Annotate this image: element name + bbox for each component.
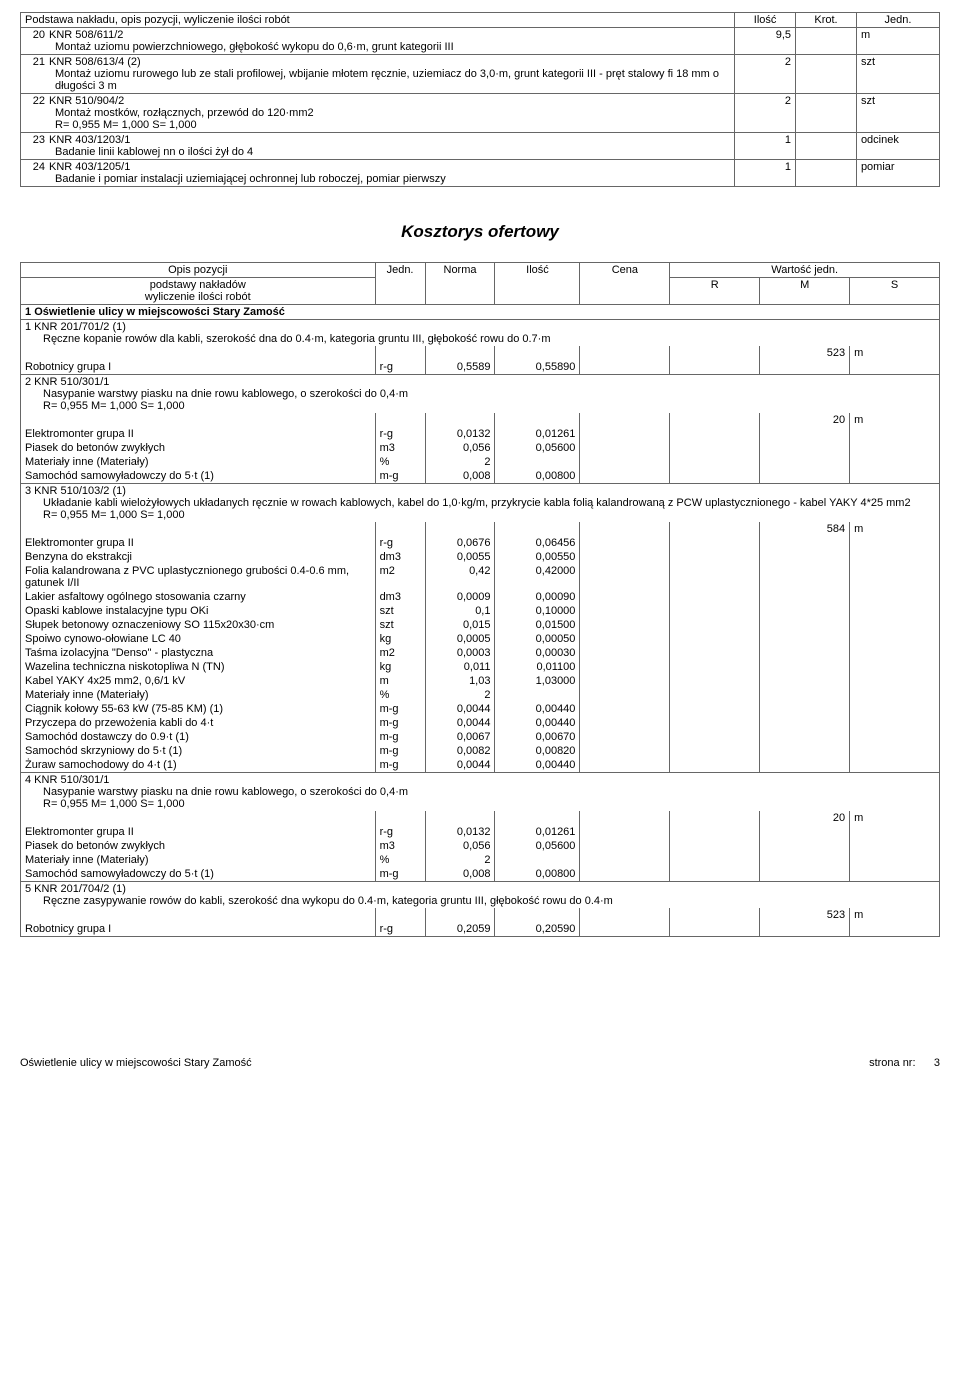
- table2-row: 4 KNR 510/301/1Nasypanie warstwy piasku …: [21, 773, 940, 812]
- footer-right: strona nr: 3: [869, 1057, 940, 1069]
- table2-total-row: 20m: [21, 811, 940, 825]
- t2-h-opis1: Opis pozycji: [21, 263, 376, 278]
- table2-item-row: Ciągnik kołowy 55-63 kW (75-85 KM) (1)m-…: [21, 702, 940, 716]
- t2-h-r: R: [670, 278, 760, 305]
- table2-row: 3 KNR 510/103/2 (1)Układanie kabli wielo…: [21, 484, 940, 523]
- table-basis: Podstawa nakładu, opis pozycji, wyliczen…: [20, 12, 940, 187]
- t1-h-unit: Jedn.: [856, 13, 939, 28]
- table2-item-row: Elektromonter grupa IIr-g0,06760,06456: [21, 536, 940, 550]
- table2-item-row: Spoiwo cynowo-ołowiane LC 40kg0,00050,00…: [21, 632, 940, 646]
- table2-item-row: Materiały inne (Materiały)%2: [21, 688, 940, 702]
- table1-row: 24KNR 403/1205/1Badanie i pomiar instala…: [21, 160, 940, 187]
- table2-item-row: Materiały inne (Materiały)%2: [21, 455, 940, 469]
- table2-item-row: Wazelina techniczna niskotopliwa N (TN)k…: [21, 660, 940, 674]
- t2-h-opis23: podstawy nakładów wyliczenie ilości robó…: [21, 278, 376, 305]
- table2-item-row: Elektromonter grupa IIr-g0,01320,01261: [21, 825, 940, 839]
- table2-total-row: 523m: [21, 908, 940, 922]
- t2-h-wart: Wartość jedn.: [670, 263, 940, 278]
- table2-item-row: Samochód samowyładowczy do 5·t (1)m-g0,0…: [21, 469, 940, 484]
- table2-row: 1 KNR 201/701/2 (1)Ręczne kopanie rowów …: [21, 320, 940, 347]
- table2-item-row: Lakier asfaltowy ogólnego stosowania cza…: [21, 590, 940, 604]
- t1-h-desc: Podstawa nakładu, opis pozycji, wyliczen…: [21, 13, 735, 28]
- table2-item-row: Opaski kablowe instalacyjne typu OKiszt0…: [21, 604, 940, 618]
- t2-h-opis3: wyliczenie ilości robót: [145, 291, 251, 303]
- t2-h-cena: Cena: [580, 263, 670, 305]
- footer-right-label: strona nr:: [869, 1057, 915, 1069]
- table2-item-row: Robotnicy grupa Ir-g0,20590,20590: [21, 922, 940, 937]
- t1-h-mult: Krot.: [796, 13, 857, 28]
- table1-row: 23KNR 403/1203/1Badanie linii kablowej n…: [21, 133, 940, 160]
- page-footer: Oświetlenie ulicy w miejscowości Stary Z…: [20, 1057, 940, 1069]
- table2-item-row: Samochód skrzyniowy do 5·t (1)m-g0,00820…: [21, 744, 940, 758]
- table1-row: 21KNR 508/613/4 (2)Montaż uziomu ruroweg…: [21, 55, 940, 94]
- t2-h-norma: Norma: [425, 263, 495, 305]
- table2-total-row: 523m: [21, 346, 940, 360]
- table2-item-row: Samochód samowyładowczy do 5·t (1)m-g0,0…: [21, 867, 940, 882]
- title-kosztorys: Kosztorys ofertowy: [20, 222, 940, 242]
- table2-item-row: Słupek betonowy oznaczeniowy SO 115x20x3…: [21, 618, 940, 632]
- table2-row: 5 KNR 201/704/2 (1)Ręczne zasypywanie ro…: [21, 882, 940, 909]
- t2-h-jedn: Jedn.: [375, 263, 425, 305]
- table2-item-row: Żuraw samochodowy do 4·t (1)m-g0,00440,0…: [21, 758, 940, 773]
- table2-item-row: Benzyna do ekstrakcjidm30,00550,00550: [21, 550, 940, 564]
- table2-item-row: Robotnicy grupa Ir-g0,55890,55890: [21, 360, 940, 375]
- table2-total-row: 20m: [21, 413, 940, 427]
- table2-item-row: Przyczepa do przewożenia kabli do 4·tm-g…: [21, 716, 940, 730]
- t2-h-s: S: [850, 278, 940, 305]
- table1-row: 20KNR 508/611/2Montaż uziomu powierzchni…: [21, 28, 940, 55]
- table2-item-row: Piasek do betonów zwykłychm30,0560,05600: [21, 441, 940, 455]
- table2-item-row: Materiały inne (Materiały)%2: [21, 853, 940, 867]
- table-kosztorys: Opis pozycji Jedn. Norma Ilość Cena Wart…: [20, 262, 940, 937]
- table2-item-row: Samochód dostawczy do 0.9·t (1)m-g0,0067…: [21, 730, 940, 744]
- table2-total-row: 584m: [21, 522, 940, 536]
- footer-right-val: 3: [934, 1057, 940, 1069]
- t2-h-m: M: [760, 278, 850, 305]
- table1-row: 22KNR 510/904/2Montaż mostków, rozłączny…: [21, 94, 940, 133]
- table2-item-row: Piasek do betonów zwykłychm30,0560,05600: [21, 839, 940, 853]
- table2-item-row: Taśma izolacyjna "Denso" - plastycznam20…: [21, 646, 940, 660]
- table2-row: 2 KNR 510/301/1Nasypanie warstwy piasku …: [21, 375, 940, 414]
- t1-h-qty: Ilość: [735, 13, 796, 28]
- t2-header-row1: Opis pozycji Jedn. Norma Ilość Cena Wart…: [21, 263, 940, 278]
- table2-item-row: Kabel YAKY 4x25 mm2, 0,6/1 kVm1,031,0300…: [21, 674, 940, 688]
- t2-h-opis2: podstawy nakładów: [150, 279, 246, 291]
- table2-item-row: Folia kalandrowana z PVC uplastycznioneg…: [21, 564, 940, 590]
- t2-h-ilosc: Ilość: [495, 263, 580, 305]
- table2-item-row: Elektromonter grupa IIr-g0,01320,01261: [21, 427, 940, 441]
- footer-left: Oświetlenie ulicy w miejscowości Stary Z…: [20, 1057, 252, 1069]
- table2-row: 1 Oświetlenie ulicy w miejscowości Stary…: [21, 305, 940, 320]
- table1-header-row: Podstawa nakładu, opis pozycji, wyliczen…: [21, 13, 940, 28]
